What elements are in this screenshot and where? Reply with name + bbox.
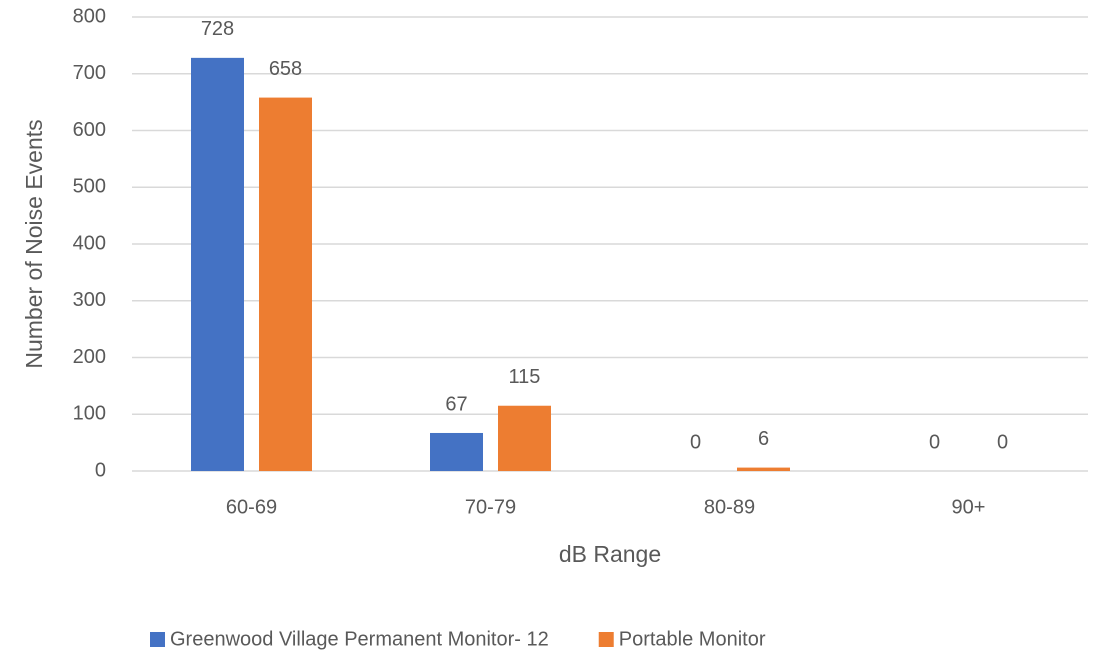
bar xyxy=(430,432,483,471)
y-tick-label: 400 xyxy=(73,232,106,254)
bar xyxy=(737,467,790,471)
legend-swatch xyxy=(150,632,165,647)
data-label: 0 xyxy=(690,431,701,453)
data-label: 658 xyxy=(269,58,302,80)
x-tick-label: 60-69 xyxy=(226,496,277,518)
legend-swatch xyxy=(598,632,614,647)
data-label: 0 xyxy=(929,431,940,453)
y-tick-label: 800 xyxy=(73,5,106,27)
y-tick-label: 600 xyxy=(73,119,106,141)
x-tick-label: 70-79 xyxy=(465,496,516,518)
bar xyxy=(259,97,312,472)
y-tick-label: 0 xyxy=(95,459,106,481)
data-label: 115 xyxy=(509,366,541,388)
data-label: 728 xyxy=(201,18,234,40)
x-tick-label: 90+ xyxy=(952,496,986,518)
data-label: 67 xyxy=(445,393,467,415)
y-tick-label: 100 xyxy=(73,403,106,425)
x-axis-title: dB Range xyxy=(559,541,661,567)
bar xyxy=(498,405,551,471)
data-label: 6 xyxy=(758,428,769,450)
bar xyxy=(191,57,244,472)
x-tick-label: 80-89 xyxy=(704,496,755,518)
legend-label: Greenwood Village Permanent Monitor- 12 xyxy=(170,628,549,650)
y-tick-label: 200 xyxy=(73,346,106,368)
data-label: 0 xyxy=(997,431,1008,453)
y-tick-label: 700 xyxy=(73,62,106,84)
legend-label: Portable Monitor xyxy=(619,628,766,650)
y-tick-label: 500 xyxy=(73,176,106,198)
y-axis-title: Number of Noise Events xyxy=(21,119,47,368)
y-tick-label: 300 xyxy=(73,289,106,311)
